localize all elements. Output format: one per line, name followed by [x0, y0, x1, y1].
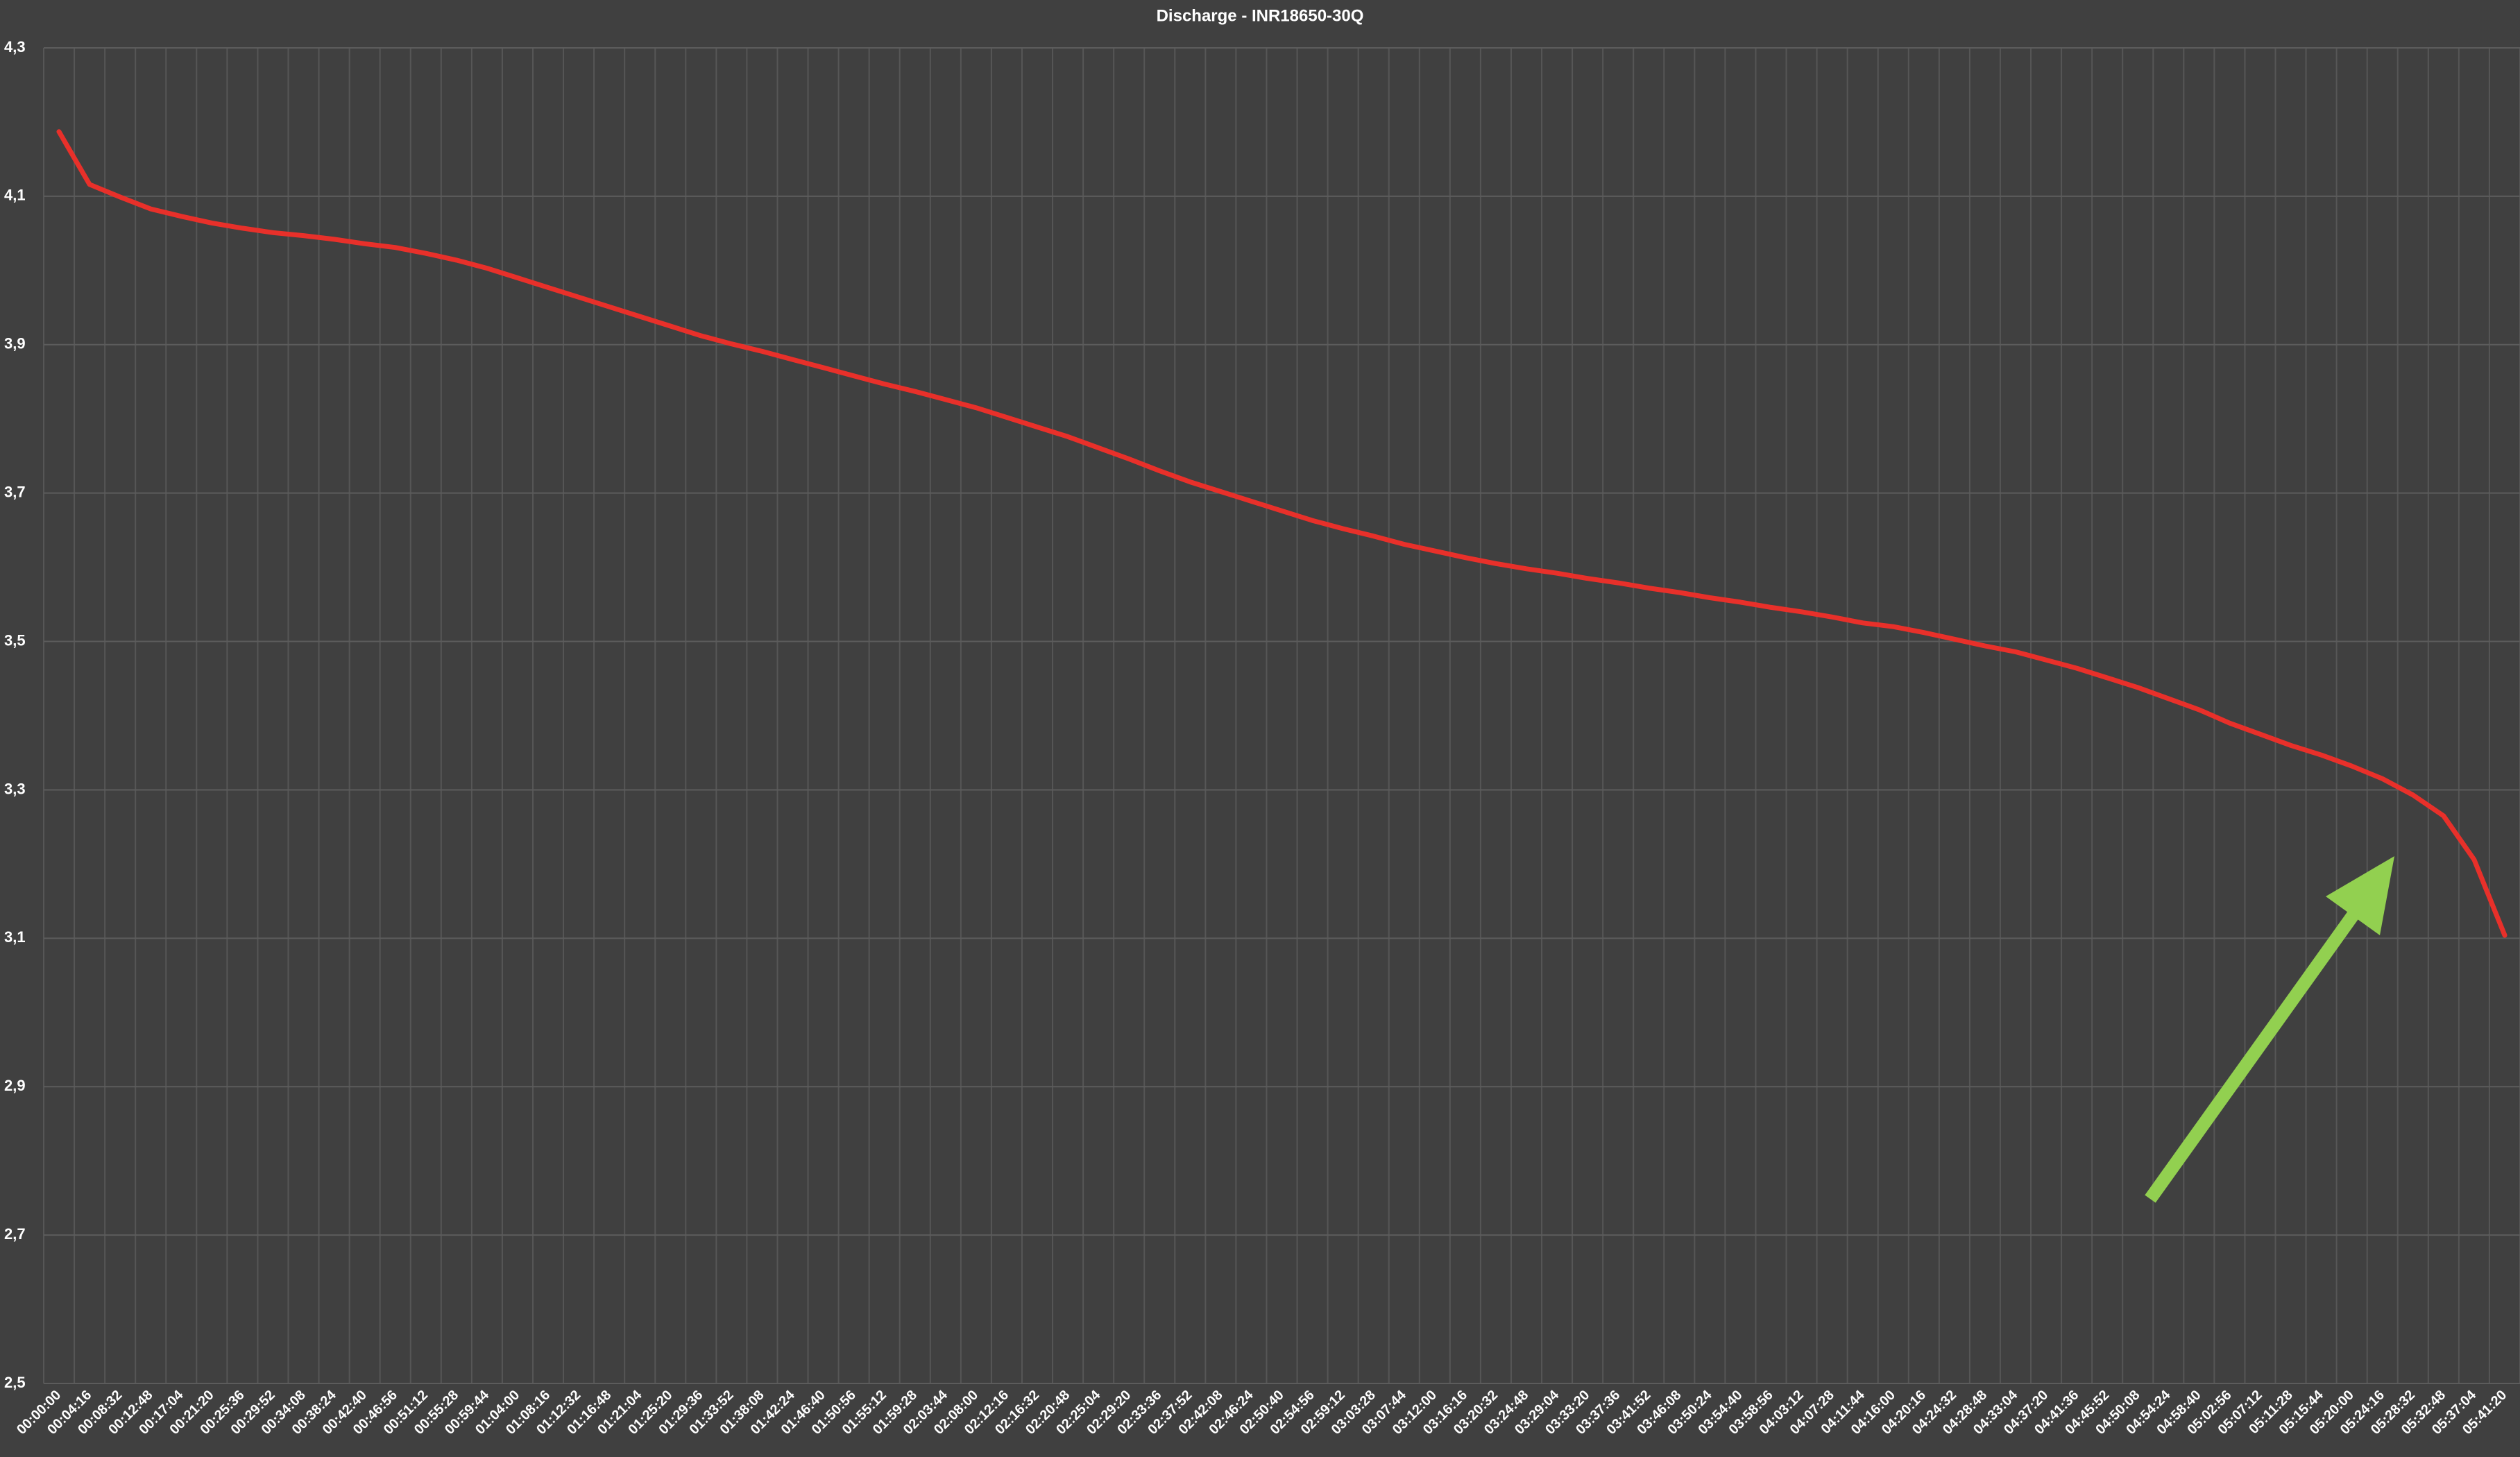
- y-tick-label: 2,9: [4, 1077, 26, 1094]
- grid: [43, 47, 2520, 1384]
- chart-title: Discharge - INR18650-30Q: [1157, 6, 1364, 25]
- y-tick-label: 3,7: [4, 483, 26, 500]
- y-tick-label: 4,3: [4, 38, 26, 56]
- y-tick-label: 2,5: [4, 1374, 26, 1391]
- arrow-shaft: [2145, 908, 2361, 1203]
- y-tick-label: 2,7: [4, 1225, 26, 1243]
- y-tick-label: 4,1: [4, 187, 26, 204]
- y-tick-label: 3,5: [4, 631, 26, 649]
- arrow-head: [2326, 856, 2394, 935]
- y-tick-label: 3,1: [4, 928, 26, 946]
- y-tick-label: 3,9: [4, 335, 26, 352]
- annotation-arrow: [2145, 856, 2394, 1203]
- data-line: [56, 129, 2508, 938]
- y-tick-label: 3,3: [4, 780, 26, 797]
